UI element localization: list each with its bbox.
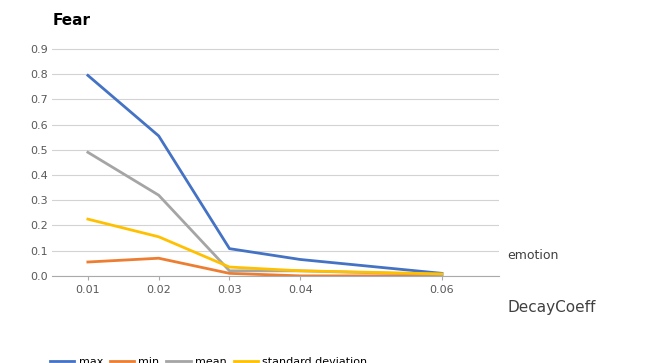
max	[84, 73, 92, 78]
Text: DecayCoeff: DecayCoeff	[508, 300, 596, 315]
mean	[84, 150, 92, 155]
mean	[297, 269, 304, 273]
min	[84, 260, 92, 264]
max	[226, 246, 234, 251]
mean	[155, 193, 163, 197]
standard deviation	[155, 234, 163, 239]
max	[155, 134, 163, 138]
Text: emotion: emotion	[508, 249, 559, 261]
min	[155, 256, 163, 260]
min	[297, 274, 304, 278]
standard deviation	[226, 265, 234, 269]
standard deviation	[438, 272, 446, 276]
Line: max: max	[88, 76, 442, 273]
standard deviation	[297, 269, 304, 273]
min	[438, 274, 446, 278]
mean	[226, 269, 234, 273]
Line: mean: mean	[88, 152, 442, 275]
max	[438, 271, 446, 276]
min	[226, 271, 234, 276]
Line: standard deviation: standard deviation	[88, 219, 442, 274]
mean	[438, 273, 446, 277]
Line: min: min	[88, 258, 442, 276]
Text: Fear: Fear	[52, 13, 91, 28]
max	[297, 257, 304, 262]
standard deviation	[84, 217, 92, 221]
Legend: max, min, mean, standard deviation: max, min, mean, standard deviation	[45, 352, 372, 363]
